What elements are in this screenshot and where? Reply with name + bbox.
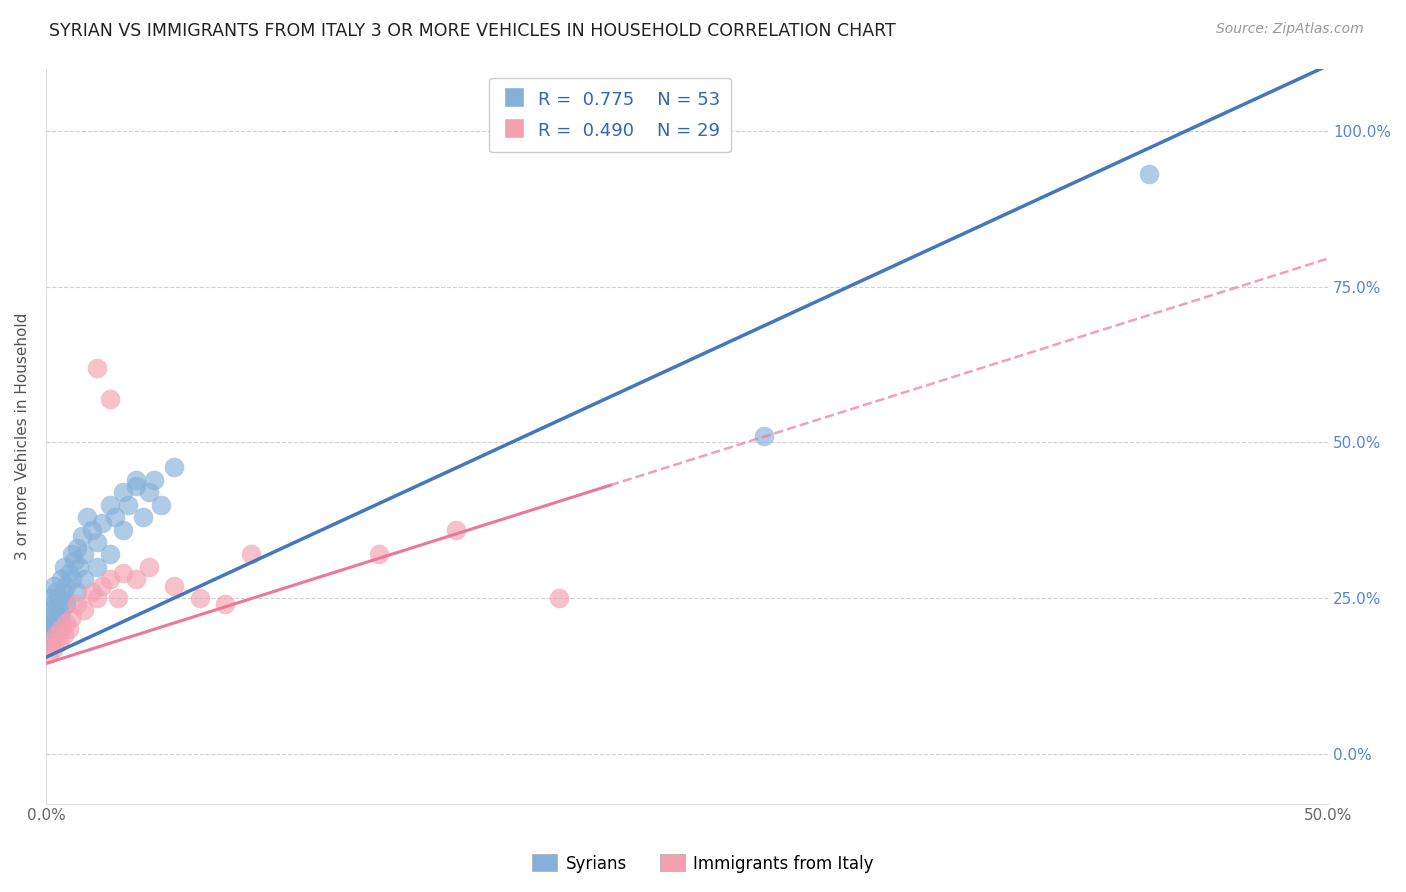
Point <box>51 603 73 617</box>
Point <box>42 578 65 592</box>
Point <box>39 615 62 630</box>
Point <box>70 529 93 543</box>
Legend: Syrians, Immigrants from Italy: Syrians, Immigrants from Italy <box>526 847 880 880</box>
Point <box>76 510 98 524</box>
Point <box>752 429 775 443</box>
Point <box>39 603 62 617</box>
Legend: R =  0.775    N = 53, R =  0.490    N = 29: R = 0.775 N = 53, R = 0.490 N = 29 <box>489 78 731 153</box>
Point <box>38 609 60 624</box>
Point <box>52 584 75 599</box>
Point <box>111 523 134 537</box>
Point <box>107 591 129 605</box>
Point <box>138 560 160 574</box>
Point <box>42 609 65 624</box>
Point <box>38 622 60 636</box>
Point <box>42 597 65 611</box>
Point <box>39 634 62 648</box>
Point <box>111 485 134 500</box>
Point <box>60 548 83 562</box>
Point <box>39 634 62 648</box>
Point <box>51 622 73 636</box>
Point <box>214 597 236 611</box>
Point <box>73 572 96 586</box>
Point <box>98 572 121 586</box>
Point <box>66 541 89 556</box>
Point <box>98 392 121 406</box>
Point <box>60 609 83 624</box>
Point <box>111 566 134 581</box>
Point <box>86 360 108 375</box>
Point <box>368 548 391 562</box>
Point <box>39 591 62 605</box>
Point <box>91 516 114 531</box>
Point <box>55 597 77 611</box>
Point <box>55 578 77 592</box>
Point <box>48 591 70 605</box>
Point <box>82 584 104 599</box>
Point <box>98 498 121 512</box>
Point <box>150 498 173 512</box>
Point <box>240 548 263 562</box>
Point <box>73 603 96 617</box>
Point <box>98 548 121 562</box>
Point <box>82 523 104 537</box>
Point <box>86 591 108 605</box>
Point <box>55 615 77 630</box>
Point <box>42 640 65 655</box>
Point <box>547 591 569 605</box>
Point <box>55 597 77 611</box>
Point <box>63 554 86 568</box>
Point <box>125 479 148 493</box>
Point <box>66 597 89 611</box>
Point <box>125 572 148 586</box>
Point <box>163 460 186 475</box>
Point <box>125 473 148 487</box>
Point <box>142 473 165 487</box>
Point <box>52 560 75 574</box>
Point <box>67 560 90 574</box>
Point <box>48 609 70 624</box>
Point <box>38 628 60 642</box>
Point <box>117 498 139 512</box>
Point <box>48 634 70 648</box>
Point <box>38 647 60 661</box>
Point <box>91 578 114 592</box>
Point <box>1137 168 1160 182</box>
Point <box>45 622 67 636</box>
Point <box>51 572 73 586</box>
Point <box>58 566 80 581</box>
Y-axis label: 3 or more Vehicles in Household: 3 or more Vehicles in Household <box>15 312 30 560</box>
Point <box>132 510 155 524</box>
Text: SYRIAN VS IMMIGRANTS FROM ITALY 3 OR MORE VEHICLES IN HOUSEHOLD CORRELATION CHAR: SYRIAN VS IMMIGRANTS FROM ITALY 3 OR MOR… <box>49 22 896 40</box>
Point <box>45 622 67 636</box>
Point <box>188 591 211 605</box>
Point <box>86 535 108 549</box>
Point <box>104 510 127 524</box>
Point <box>60 572 83 586</box>
Point <box>446 523 468 537</box>
Point <box>45 584 67 599</box>
Text: Source: ZipAtlas.com: Source: ZipAtlas.com <box>1216 22 1364 37</box>
Point <box>51 609 73 624</box>
Point <box>45 628 67 642</box>
Point <box>58 622 80 636</box>
Point <box>66 584 89 599</box>
Point <box>52 628 75 642</box>
Point <box>163 578 186 592</box>
Point <box>138 485 160 500</box>
Point <box>73 548 96 562</box>
Point <box>86 560 108 574</box>
